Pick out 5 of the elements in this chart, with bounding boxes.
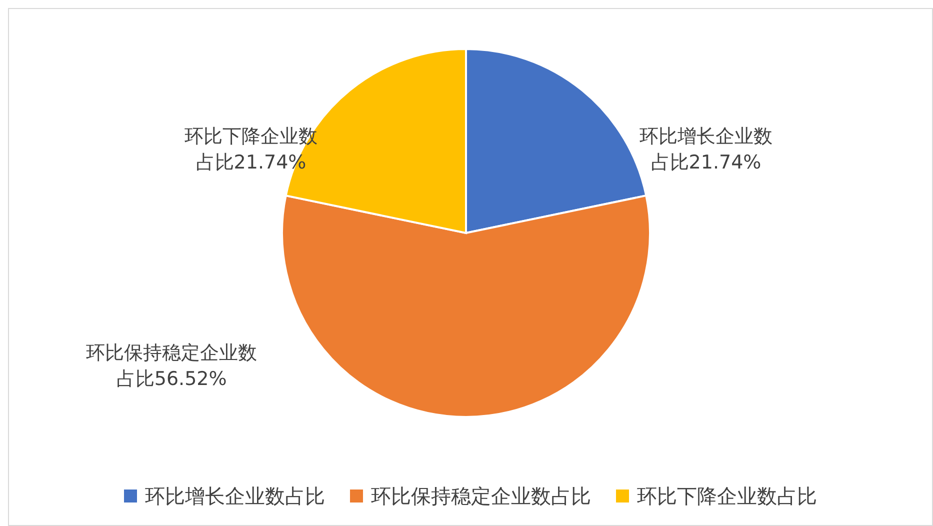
- data-label: 环比保持稳定企业数占比56.52%: [86, 342, 258, 390]
- data-label: 环比增长企业数占比21.74%: [640, 126, 772, 174]
- legend-label: 环比保持稳定企业数占比: [371, 484, 591, 508]
- legend-label: 环比下降企业数占比: [637, 484, 817, 508]
- legend-label: 环比增长企业数占比: [145, 484, 325, 508]
